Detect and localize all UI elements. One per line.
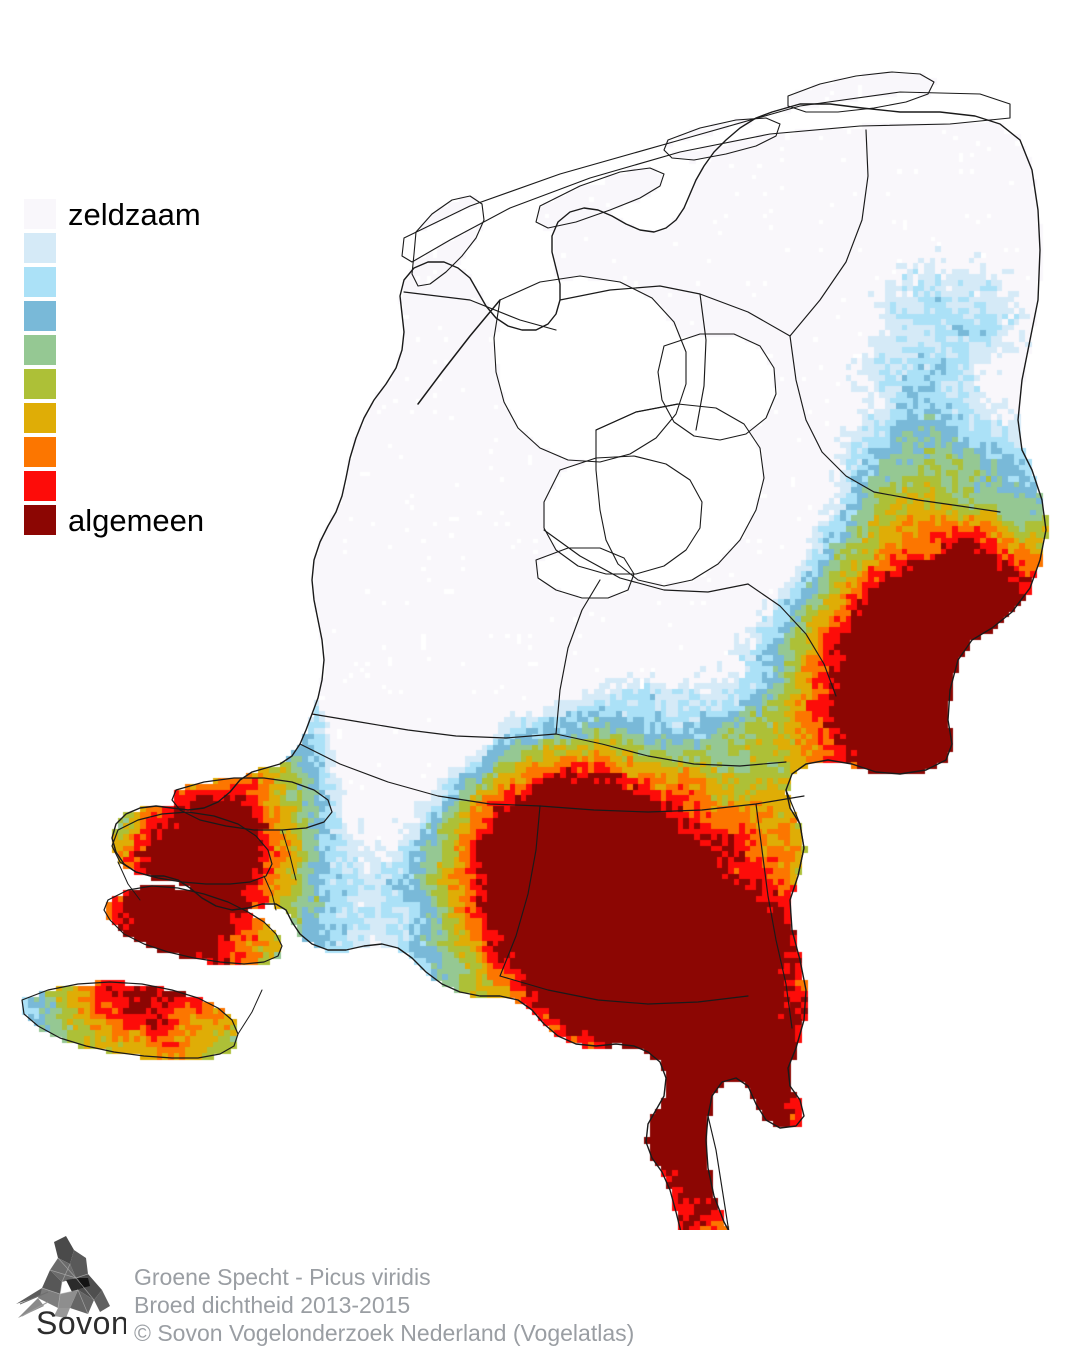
legend-item-3[interactable]	[24, 299, 284, 333]
legend-swatch-1	[24, 233, 56, 263]
map-area[interactable]	[0, 0, 1074, 1230]
legend-label-low: zeldzaam	[68, 196, 201, 232]
figure-footer: Sovon Groene Specht - Picus viridis Broe…	[0, 1232, 1074, 1346]
figure-caption: Groene Specht - Picus viridis Broed dich…	[134, 1263, 634, 1347]
legend-item-9[interactable]: algemeen	[24, 503, 284, 537]
caption-copyright: © Sovon Vogelonderzoek Nederland (Vogela…	[134, 1320, 635, 1346]
legend-item-5[interactable]	[24, 367, 284, 401]
legend-item-7[interactable]	[24, 435, 284, 469]
legend-swatch-6	[24, 403, 56, 433]
legend-item-4[interactable]	[24, 333, 284, 367]
legend-item-0[interactable]: zeldzaam	[24, 197, 284, 231]
legend-label-high: algemeen	[68, 502, 205, 538]
legend-item-8[interactable]	[24, 469, 284, 503]
caption-species: Groene Specht - Picus viridis	[134, 1264, 431, 1290]
legend-item-1[interactable]	[24, 231, 284, 265]
legend-swatch-common	[24, 505, 56, 535]
legend-swatch-rare	[24, 199, 56, 229]
swallow-icon	[16, 1236, 110, 1318]
caption-metric-period: Broed dichtheid 2013-2015	[134, 1292, 411, 1318]
legend-item-2[interactable]	[24, 265, 284, 299]
legend-swatch-5	[24, 369, 56, 399]
legend-swatch-8	[24, 471, 56, 501]
sovon-logo[interactable]: Sovon	[14, 1234, 126, 1338]
legend-swatch-4	[24, 335, 56, 365]
legend-swatch-3	[24, 301, 56, 331]
legend-swatch-2	[24, 267, 56, 297]
density-legend: zeldzaam algemeen	[24, 197, 284, 537]
legend-item-6[interactable]	[24, 401, 284, 435]
density-grid-canvas[interactable]	[0, 0, 1074, 1230]
sovon-wordmark: Sovon	[36, 1305, 126, 1338]
legend-swatch-7	[24, 437, 56, 467]
